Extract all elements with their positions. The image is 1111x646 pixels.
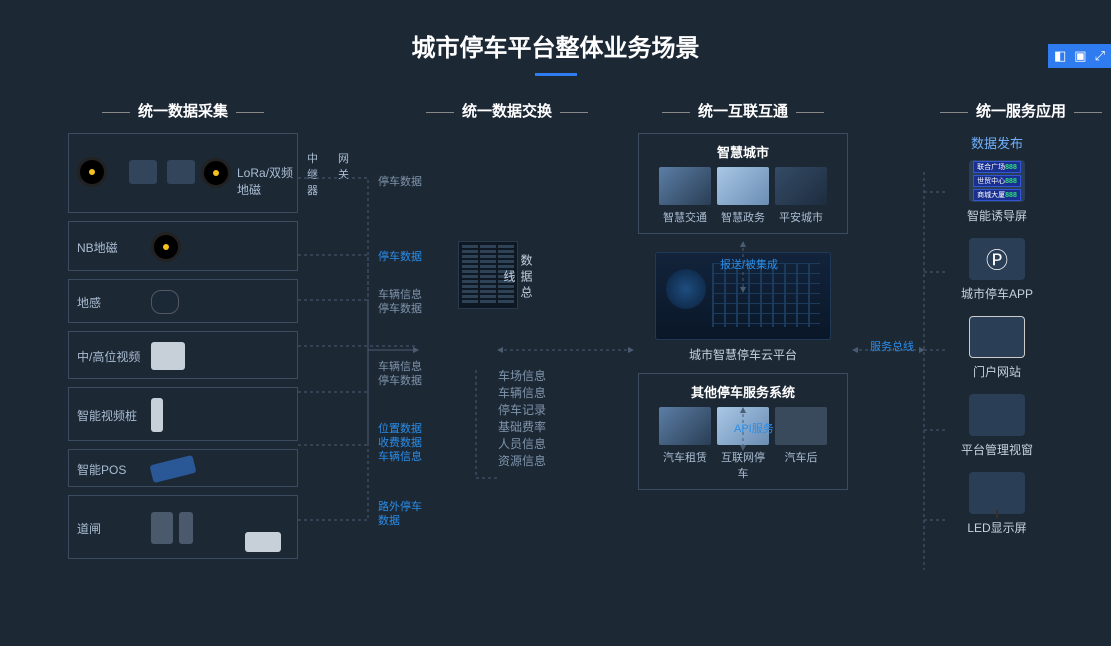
panel-title: 其他停车服务系统 [647,382,839,401]
row-label: 智能POS [77,461,143,478]
device-icon [129,160,157,184]
row-label: 中/高位视频 [77,348,143,365]
link-label: 车辆信息停车数据 [378,288,422,316]
list-item: 车辆信息 [498,385,546,402]
mid-data-list: 车场信息 车辆信息 停车记录 基础费率 人员信息 资源信息 [498,368,546,470]
sub-label: 互联网停车 [717,449,769,481]
led-icon [969,472,1025,514]
col-data-collection: 统一数据采集 LoRa/双频地磁 中继器 网关 NB地磁 [68,100,298,567]
row-ground: 地感 [68,279,298,323]
row-lora: LoRa/双频地磁 中继器 网关 [68,133,298,213]
device-icon [151,342,185,370]
svc-label: 城市停车APP [932,285,1062,302]
link-label: 报送/被集成 [720,258,778,272]
link-label: API服务 [734,422,774,436]
link-label: 服务总线 [870,340,914,354]
list-item: 人员信息 [498,436,546,453]
row-label: 智能视频桩 [77,407,143,424]
svc-label: 智能诱导屏 [932,207,1062,224]
sub-label: 汽车后 [775,449,827,481]
col-interconnect: 统一互联互通 智慧城市 智慧交通 智慧政务 平安城市 城市智慧停车云平台 其他停… [638,100,848,500]
row-label: 道闸 [77,520,143,537]
device-icon [151,232,181,262]
cloud-label: 城市智慧停车云平台 [638,346,848,363]
col-data-exchange: 统一数据交换 数据总线 [418,100,558,309]
row-pos: 智能POS [68,449,298,487]
guide-screen-icon: 联合广场888 世贸中心888 商城大厦888 [969,160,1025,202]
col2-title: 统一数据交换 [418,100,558,121]
device-icon [201,158,231,188]
device-icon [167,160,195,184]
device-icon [179,512,193,544]
page-title: 城市停车平台整体业务场景 [0,0,1111,63]
svc-label: 门户网站 [932,363,1062,380]
row-gate: 道闸 [68,495,298,559]
svc-app: Ⓟ 城市停车APP [932,238,1062,302]
col3-title: 统一互联互通 [638,100,848,121]
device-icon [245,532,281,552]
data-bus: 数据总线 [458,241,518,309]
svc-portal: 门户网站 [932,316,1062,380]
bus-label: 数据总线 [501,248,535,308]
row-video: 中/高位视频 [68,331,298,379]
link-label: 停车数据 [378,250,422,264]
col-service-apps: 统一服务应用 数据发布 联合广场888 世贸中心888 商城大厦888 智能诱导… [932,100,1062,550]
tool-icon-3[interactable]: ⤢ [1095,48,1105,64]
row-nb: NB地磁 [68,221,298,271]
app-icon: Ⓟ [969,238,1025,280]
thumb-icon [775,407,827,445]
sub-label: 平安城市 [775,209,827,225]
link-label: 停车数据 [378,175,422,189]
mgmt-icon [969,394,1025,436]
sub-label: 汽车租赁 [659,449,711,481]
row-label: NB地磁 [77,239,143,256]
svc-led: LED显示屏 [932,472,1062,536]
row-label: 地感 [77,294,143,311]
thumb-icon [717,167,769,205]
link-label: 位置数据收费数据车辆信息 [378,422,422,464]
svc-guide-screen: 联合广场888 世贸中心888 商城大厦888 智能诱导屏 [932,160,1062,224]
sub-label: 智慧政务 [717,209,769,225]
link-label: 车辆信息停车数据 [378,360,422,388]
list-item: 资源信息 [498,453,546,470]
device-icon [149,455,196,483]
device-icon [77,157,107,187]
device-icon [151,398,163,432]
diagram-stage: 统一数据采集 LoRa/双频地磁 中继器 网关 NB地磁 [68,100,1063,624]
row-pile: 智能视频桩 [68,387,298,441]
list-item: 车场信息 [498,368,546,385]
title-underline [535,73,577,76]
row-label: LoRa/双频地磁 [237,164,303,198]
sub-label: 中继器 [307,150,318,198]
sub-label: 智慧交通 [659,209,711,225]
list-item: 基础费率 [498,419,546,436]
thumb-icon [659,407,711,445]
sub-label: 网关 [338,150,349,198]
tool-icon-2[interactable]: ▣ [1074,48,1086,64]
device-icon [151,512,173,544]
list-item: 停车记录 [498,402,546,419]
device-icon [151,290,179,314]
link-label: 路外停车数据 [378,500,422,528]
section-head: 数据发布 [932,133,1062,152]
panel-smartcity: 智慧城市 智慧交通 智慧政务 平安城市 [638,133,848,234]
toolbar: ◧ ▣ ⤢ [1048,44,1111,68]
tool-icon-1[interactable]: ◧ [1054,48,1066,64]
svc-mgmt: 平台管理视窗 [932,394,1062,458]
svc-label: LED显示屏 [932,519,1062,536]
col4-title: 统一服务应用 [932,100,1062,121]
svc-label: 平台管理视窗 [932,441,1062,458]
thumb-icon [659,167,711,205]
thumb-icon [775,167,827,205]
portal-icon [969,316,1025,358]
panel-title: 智慧城市 [647,142,839,161]
col1-title: 统一数据采集 [68,100,298,121]
